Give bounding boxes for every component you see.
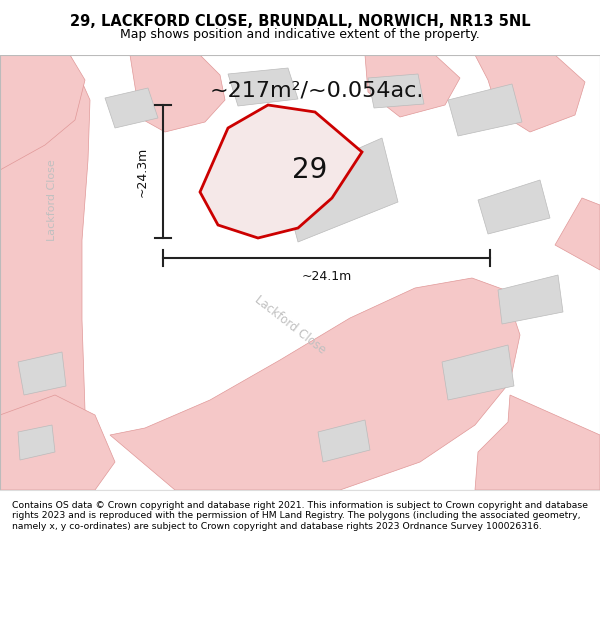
Polygon shape (130, 55, 225, 132)
Text: Lackford Close: Lackford Close (252, 293, 328, 357)
Polygon shape (555, 198, 600, 270)
Polygon shape (475, 395, 600, 490)
Polygon shape (0, 55, 85, 170)
Polygon shape (365, 55, 460, 117)
Polygon shape (200, 105, 362, 238)
Polygon shape (475, 55, 585, 132)
Polygon shape (318, 420, 370, 462)
Text: Lackford Close: Lackford Close (47, 159, 57, 241)
Text: ~24.3m: ~24.3m (136, 146, 149, 197)
Polygon shape (18, 425, 55, 460)
Text: 29: 29 (292, 156, 328, 184)
Polygon shape (228, 68, 298, 106)
Text: 29, LACKFORD CLOSE, BRUNDALL, NORWICH, NR13 5NL: 29, LACKFORD CLOSE, BRUNDALL, NORWICH, N… (70, 14, 530, 29)
Polygon shape (105, 88, 158, 128)
Polygon shape (478, 180, 550, 234)
Polygon shape (442, 345, 514, 400)
Polygon shape (110, 278, 520, 490)
Polygon shape (448, 84, 522, 136)
Polygon shape (282, 138, 398, 242)
Text: ~217m²/~0.054ac.: ~217m²/~0.054ac. (210, 80, 424, 100)
Polygon shape (18, 352, 66, 395)
Polygon shape (368, 74, 424, 108)
Text: Map shows position and indicative extent of the property.: Map shows position and indicative extent… (120, 28, 480, 41)
Polygon shape (0, 55, 90, 490)
Text: Contains OS data © Crown copyright and database right 2021. This information is : Contains OS data © Crown copyright and d… (12, 501, 588, 531)
Polygon shape (498, 275, 563, 324)
Text: ~24.1m: ~24.1m (301, 270, 352, 283)
Polygon shape (0, 395, 115, 490)
